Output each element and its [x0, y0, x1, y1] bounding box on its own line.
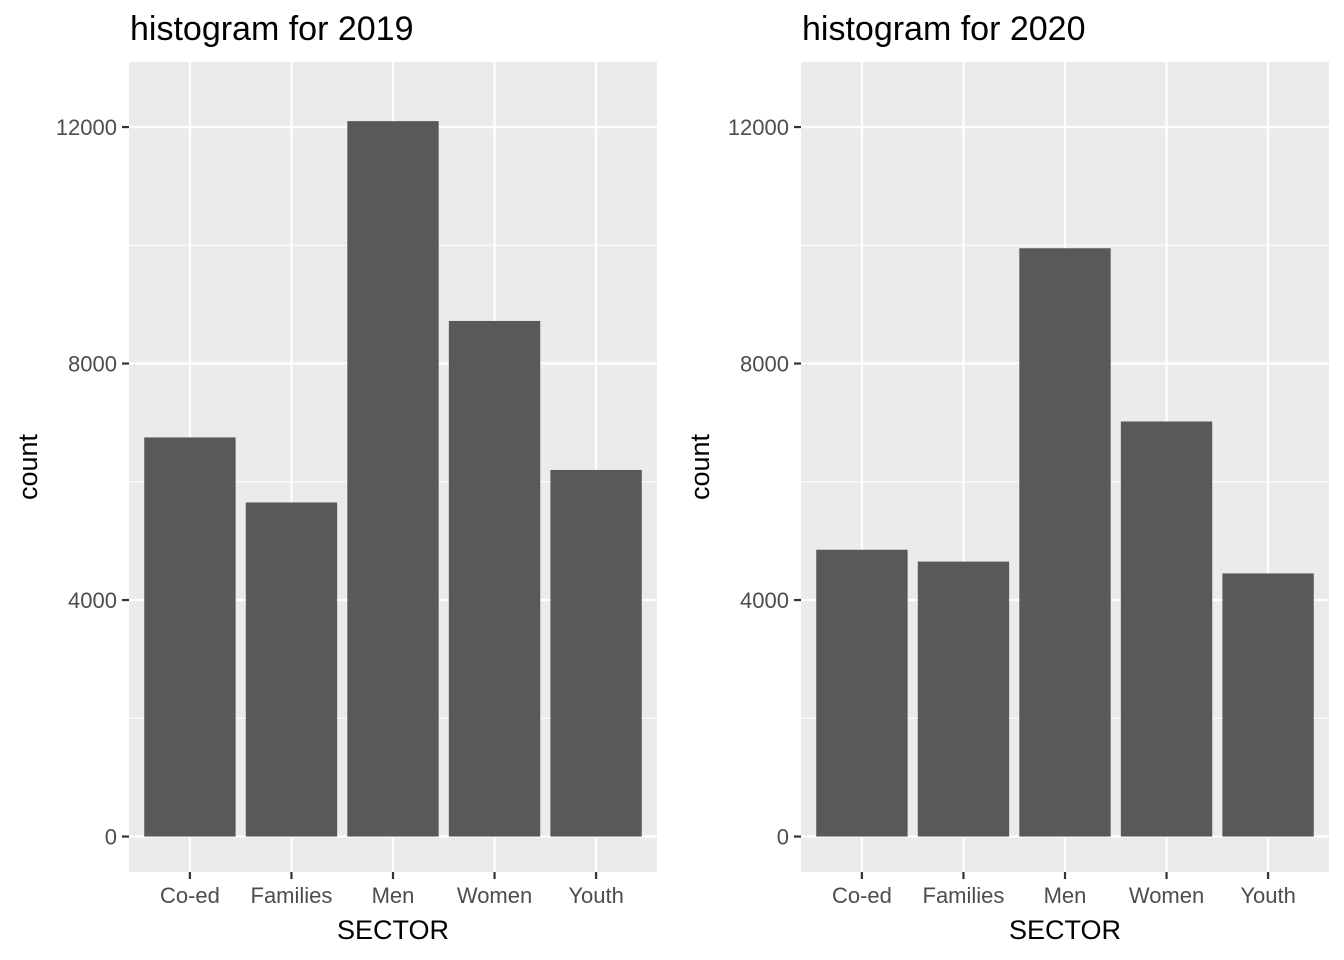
bar-co-ed	[144, 437, 236, 837]
bar-women	[448, 320, 541, 837]
x-tick-label: Families	[923, 883, 1005, 908]
x-axis-title: SECTOR	[337, 915, 449, 945]
y-tick-label: 4000	[68, 588, 117, 613]
y-tick-label: 0	[777, 825, 789, 850]
x-tick-label: Youth	[568, 883, 623, 908]
bar-families	[245, 502, 338, 837]
x-tick-label: Women	[1129, 883, 1204, 908]
bar-youth	[550, 469, 642, 837]
x-tick-label: Youth	[1240, 883, 1295, 908]
y-tick-label: 8000	[740, 352, 789, 377]
chart-title: histogram for 2020	[802, 10, 1086, 48]
bar-men	[347, 121, 439, 837]
bar-co-ed	[816, 549, 908, 837]
x-tick-label: Families	[251, 883, 333, 908]
x-tick-label: Women	[457, 883, 532, 908]
chart-title: histogram for 2019	[130, 10, 414, 48]
x-tick-label: Co-ed	[160, 883, 220, 908]
chart-panel-2: 0 4000 8000 12000 Co-ed Families Men Women Youth…	[685, 10, 1329, 945]
bar-families	[917, 561, 1010, 837]
bar-women	[1120, 421, 1213, 837]
y-axis-title: count	[685, 433, 715, 500]
x-tick-label: Men	[1044, 883, 1087, 908]
y-tick-label: 4000	[740, 588, 789, 613]
y-tick-label: 12000	[728, 115, 789, 140]
bar-men	[1019, 248, 1111, 837]
y-axis-title: count	[13, 433, 43, 500]
bar-youth	[1222, 573, 1314, 837]
y-tick-label: 12000	[56, 115, 117, 140]
y-tick-label: 0	[105, 825, 117, 850]
chart-panel-1: 0 4000 8000 12000 Co-ed Families Men Women Youth…	[13, 10, 657, 945]
x-tick-label: Men	[372, 883, 415, 908]
x-axis-title: SECTOR	[1009, 915, 1121, 945]
y-tick-label: 8000	[68, 352, 117, 377]
x-tick-label: Co-ed	[832, 883, 892, 908]
